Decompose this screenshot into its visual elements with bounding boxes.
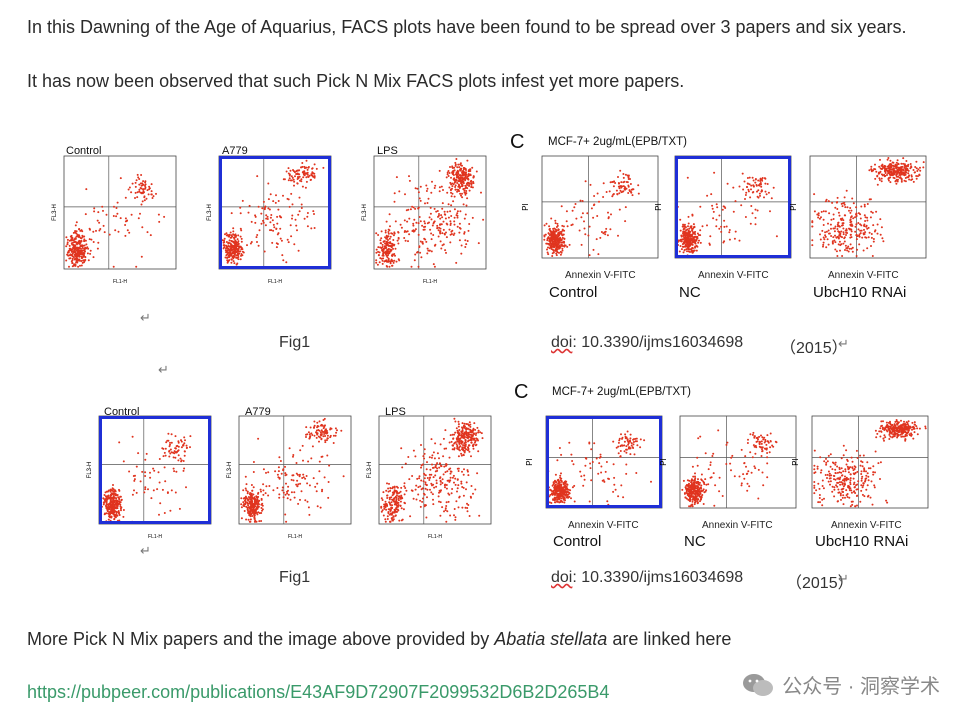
y-axis-label: FL3-H [362,204,368,221]
y-axis-label: FL3-H [227,462,233,479]
watermark-text: 公众号 · 洞察学术 [782,676,940,698]
facs-plot: FL3-H FL1-H [87,415,212,540]
scatter-points [380,417,484,523]
y-axis-label: FL3-H [207,204,213,221]
sample-label: NC [684,533,706,550]
wechat-icon [743,673,774,696]
plot-label-lps: LPS [377,145,398,157]
panel-letter: C [510,131,525,153]
y-axis-label: PI [526,458,534,466]
x-axis-label: FL1-H [113,279,127,285]
return-mark: ↵ [140,310,151,325]
y-axis-label: PI [655,203,663,211]
x-axis-label: FL1-H [268,279,282,285]
return-mark: ↵ [838,336,849,351]
plot-frame [238,415,352,525]
highlight-box [99,416,211,524]
pubpeer-link[interactable]: https://pubpeer.com/publications/E43AF9D… [27,682,610,702]
observed-paragraph: It has now been observed that such Pick … [27,71,685,91]
facs-plot: PI [526,415,663,509]
y-axis-label: PI [522,203,530,211]
facs-plot: FL3-H FL1-H [207,155,332,285]
panel-condition: MCF-7+ 2ug/mL(EPB/TXT) [548,136,687,148]
sample-label: UbcH10 RNAi [815,533,909,550]
scatter-points [547,430,652,508]
x-axis-label: FL1-H [428,534,442,540]
x-axis-label: Annexin V-FITC [698,270,769,281]
return-mark: ↵ [140,543,151,558]
plot-label-control: Control [66,145,102,157]
facs-plot: PI [522,155,659,259]
x-axis-label: Annexin V-FITC [702,520,773,531]
doi-prefix: doi [551,569,573,586]
plot-frame [811,415,929,509]
author-name: Abatia stellata [494,629,608,649]
return-mark: ↵ [158,362,169,377]
facs-plot: FL3-H FL1-H [362,155,487,285]
doi-rest: : 10.3390/ijms16034698 [572,334,744,351]
year-caption: （2015） [780,340,848,357]
scatter-points [681,429,778,508]
facs-plot: FL3-H FL1-H [52,155,177,285]
plot-label-control: Control [104,406,140,418]
return-mark: ↵ [838,571,849,586]
facs-plot: PI [792,415,929,509]
watermark: 公众号 · 洞察学术 [742,670,940,699]
panel-letter: C [514,381,529,403]
highlight-box [546,416,662,508]
facs-plot: PI [660,415,797,509]
x-axis-label: Annexin V-FITC [828,270,899,281]
sample-label: Control [553,533,602,550]
year-caption: （2015） [786,575,854,592]
y-axis-label: FL3-H [367,462,373,479]
highlight-box [219,156,331,269]
scatter-points [375,158,485,268]
more-prefix: More Pick N Mix papers and the image abo… [27,629,495,649]
scatter-points [813,419,927,508]
facs-plot: PI [790,155,927,259]
x-axis-label: FL1-H [423,279,437,285]
scatter-points [811,157,925,257]
figure-caption: Fig1 [279,569,311,586]
x-axis-label: Annexin V-FITC [565,270,636,281]
plot-label-a779: A779 [245,406,271,418]
sample-label: UbcH10 RNAi [813,284,907,301]
y-axis-label: FL3-H [52,204,58,221]
doi-prefix: doi [551,334,573,351]
plot-label-a779: A779 [222,145,248,157]
plot-label-lps: LPS [385,406,406,418]
x-axis-label: Annexin V-FITC [831,520,902,531]
facs-plot: FL3-H FL1-H [227,415,352,540]
scatter-points [676,171,778,257]
doi-rest: : 10.3390/ijms16034698 [572,569,744,586]
y-axis-label: PI [790,203,798,211]
panel-condition: MCF-7+ 2ug/mL(EPB/TXT) [552,386,691,398]
intro-paragraph: In this Dawning of the Age of Aquarius, … [27,17,907,37]
y-axis-label: PI [660,458,668,466]
doi-caption: doi: 10.3390/ijms16034698 [551,569,743,587]
y-axis-label: PI [792,458,800,466]
more-paragraph: More Pick N Mix papers and the image abo… [27,628,731,650]
facs-plot: FL3-H FL1-H [367,415,492,540]
scatter-points [240,417,345,523]
sample-label: NC [679,284,701,301]
x-axis-label: FL1-H [148,534,162,540]
x-axis-label: FL1-H [288,534,302,540]
highlight-box [675,156,791,258]
x-axis-label: Annexin V-FITC [568,520,639,531]
scatter-points [65,173,166,268]
scatter-points [220,159,325,266]
scatter-points [543,169,640,257]
figure-caption: Fig1 [279,334,311,351]
sample-label: Control [549,284,598,301]
doi-caption: doi: 10.3390/ijms16034698 [551,334,743,352]
more-suffix: are linked here [607,629,732,649]
facs-plot: PI [655,155,792,259]
y-axis-label: FL3-H [87,462,93,479]
scatter-points [100,432,192,523]
